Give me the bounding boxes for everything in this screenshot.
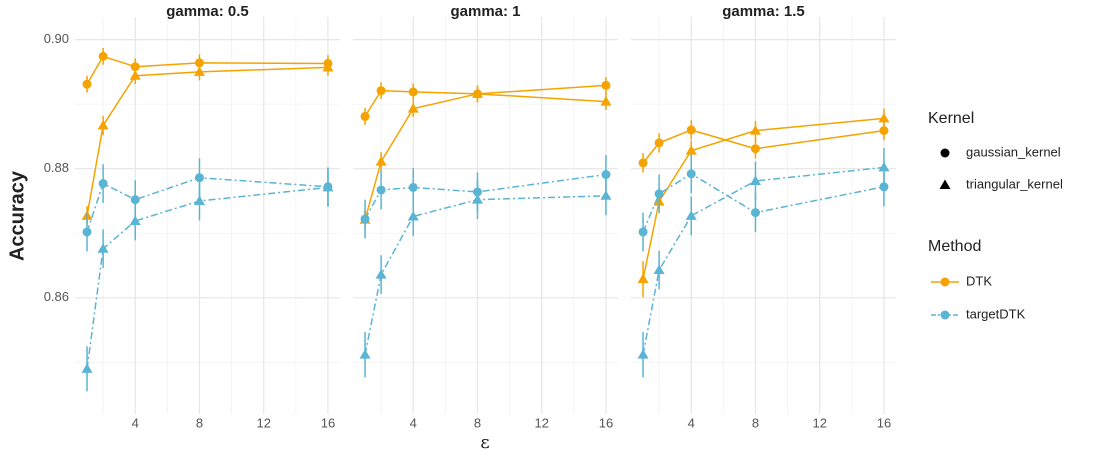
- point: [600, 190, 612, 200]
- point: [750, 208, 760, 218]
- point: [82, 79, 92, 89]
- legend-symbol: [939, 179, 951, 189]
- point: [98, 179, 108, 189]
- point: [749, 125, 761, 135]
- point: [322, 61, 334, 72]
- series-line: [642, 117, 885, 280]
- point: [194, 58, 204, 68]
- point: [878, 161, 890, 172]
- y-tick-label: 0.88: [44, 160, 69, 175]
- series-line: [364, 93, 606, 220]
- point: [130, 195, 140, 205]
- point: [749, 175, 761, 185]
- point: [193, 66, 205, 76]
- point: [879, 126, 889, 136]
- point: [654, 189, 664, 199]
- series-line: [364, 195, 606, 355]
- point: [97, 243, 109, 253]
- point: [98, 51, 108, 61]
- point: [359, 349, 371, 359]
- x-tick-label: 16: [877, 415, 891, 430]
- legend-symbol: [940, 277, 950, 287]
- legend-title: Method: [928, 238, 981, 255]
- point: [193, 195, 205, 205]
- x-axis-label: ε: [480, 432, 489, 453]
- series-line: [642, 129, 885, 164]
- point: [82, 227, 92, 237]
- y-tick-label: 0.86: [44, 289, 69, 304]
- point: [685, 210, 697, 220]
- series-line: [86, 176, 329, 233]
- point: [360, 111, 370, 121]
- y-axis-label: Accuracy: [6, 170, 28, 261]
- legend-symbol: [940, 148, 950, 158]
- point: [471, 88, 483, 98]
- point: [376, 86, 386, 96]
- point: [129, 215, 141, 225]
- point: [878, 112, 890, 123]
- point: [360, 214, 370, 224]
- point: [408, 87, 418, 97]
- point: [637, 273, 649, 284]
- point: [130, 62, 140, 72]
- x-tick-label: 8: [196, 415, 203, 430]
- x-tick-label: 4: [688, 415, 695, 430]
- x-tick-label: 8: [474, 415, 481, 430]
- legend-title: Kernel: [928, 110, 974, 127]
- point: [638, 227, 648, 237]
- panel-title: gamma: 1: [450, 3, 520, 20]
- point: [471, 194, 483, 204]
- series-line: [86, 186, 329, 369]
- point: [685, 145, 697, 155]
- point: [601, 80, 611, 90]
- point: [654, 138, 664, 148]
- point: [194, 173, 204, 183]
- x-tick-label: 16: [321, 415, 335, 430]
- point: [637, 349, 649, 359]
- point: [686, 125, 696, 135]
- legend-label: triangular_kernel: [966, 176, 1063, 191]
- point: [407, 210, 419, 221]
- panel-title: gamma: 0.5: [166, 3, 249, 20]
- point: [375, 156, 387, 166]
- x-tick-label: 4: [410, 415, 417, 430]
- point: [129, 70, 141, 80]
- point: [375, 269, 387, 279]
- point: [686, 169, 696, 179]
- point: [601, 170, 611, 180]
- x-tick-label: 12: [812, 415, 826, 430]
- x-tick-label: 12: [256, 415, 270, 430]
- point: [376, 185, 386, 195]
- point: [408, 182, 418, 192]
- series-line: [86, 55, 328, 85]
- legend-label: targetDTK: [966, 306, 1026, 321]
- legend-symbol: [940, 310, 950, 320]
- point: [407, 103, 419, 113]
- x-tick-label: 8: [752, 415, 759, 430]
- x-tick-label: 16: [599, 415, 613, 430]
- point: [600, 96, 612, 106]
- point: [638, 158, 648, 168]
- series-line: [364, 84, 607, 117]
- point: [81, 363, 93, 373]
- legend-label: gaussian_kernel: [966, 144, 1061, 159]
- point: [322, 181, 334, 192]
- panel-title: gamma: 1.5: [722, 3, 805, 20]
- legend-label: DTK: [966, 273, 992, 288]
- point: [750, 144, 760, 154]
- series-line: [86, 66, 328, 216]
- x-tick-label: 4: [132, 415, 139, 430]
- point: [97, 119, 109, 130]
- series-line: [642, 166, 885, 355]
- x-tick-label: 12: [534, 415, 548, 430]
- point: [653, 264, 665, 275]
- series-line: [642, 172, 885, 233]
- y-tick-label: 0.90: [44, 31, 69, 46]
